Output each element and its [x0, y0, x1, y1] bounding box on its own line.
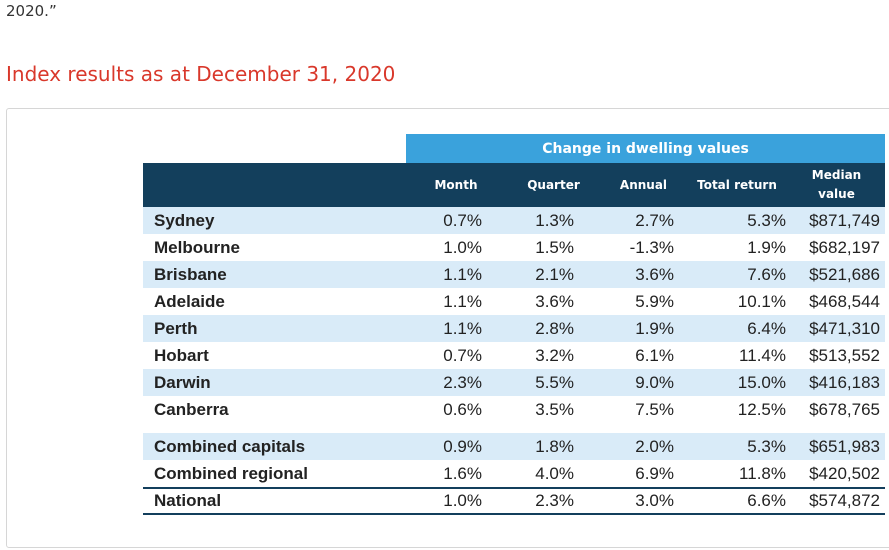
table-row: Adelaide 1.1% 3.6% 5.9% 10.1% $468,544	[143, 288, 885, 315]
cell-total-return: 10.1%	[737, 291, 786, 311]
cell-annual: -1.3%	[629, 237, 674, 257]
cell-month: 1.1%	[443, 318, 482, 338]
section-heading: Index results as at December 31, 2020	[6, 62, 396, 86]
cell-quarter: 5.5%	[535, 372, 574, 392]
header-median-value: Median value	[788, 166, 885, 204]
row-spacer	[143, 423, 885, 433]
header-month: Month	[434, 178, 478, 192]
table-row: Canberra 0.6% 3.5% 7.5% 12.5% $678,765	[143, 396, 885, 423]
row-name: Darwin	[154, 372, 211, 392]
header-quarter: Quarter	[527, 178, 580, 192]
header-annual: Annual	[619, 178, 668, 192]
cell-month: 1.0%	[443, 237, 482, 257]
cell-month: 1.1%	[443, 264, 482, 284]
table-row-national: National 1.0% 2.3% 3.0% 6.6% $574,872	[143, 487, 885, 515]
row-name: Adelaide	[154, 291, 225, 311]
row-name: Hobart	[154, 345, 209, 365]
cell-quarter: 2.1%	[535, 264, 574, 284]
row-name: Perth	[154, 318, 198, 338]
header-median-line2: value	[818, 187, 855, 201]
row-name: Sydney	[154, 210, 215, 230]
cell-month: 1.1%	[443, 291, 482, 311]
cell-median-value: $513,552	[809, 345, 880, 365]
band-title: Change in dwelling values	[406, 134, 885, 163]
cell-month: 1.6%	[443, 463, 482, 483]
cell-month: 2.3%	[443, 372, 482, 392]
cell-total-return: 5.3%	[747, 210, 786, 230]
cell-quarter: 1.5%	[535, 237, 574, 257]
table-row: Perth 1.1% 2.8% 1.9% 6.4% $471,310	[143, 315, 885, 342]
cell-median-value: $678,765	[809, 399, 880, 419]
table-row: Melbourne 1.0% 1.5% -1.3% 1.9% $682,197	[143, 234, 885, 261]
cell-total-return: 6.6%	[747, 491, 786, 510]
cell-annual: 3.6%	[635, 264, 674, 284]
cell-annual: 3.0%	[635, 491, 674, 510]
cell-total-return: 7.6%	[747, 264, 786, 284]
row-name: Brisbane	[154, 264, 227, 284]
cell-month: 1.0%	[443, 491, 482, 510]
cell-quarter: 1.8%	[535, 436, 574, 456]
cell-median-value: $574,872	[809, 491, 880, 510]
index-results-table: Change in dwelling values Month Quarter …	[143, 134, 885, 515]
cell-month: 0.7%	[443, 345, 482, 365]
table-row-combined: Combined capitals 0.9% 1.8% 2.0% 5.3% $651,98…	[143, 433, 885, 460]
cell-median-value: $416,183	[809, 372, 880, 392]
cell-median-value: $471,310	[809, 318, 880, 338]
cell-total-return: 5.3%	[747, 436, 786, 456]
cell-quarter: 3.2%	[535, 345, 574, 365]
cell-quarter: 4.0%	[535, 463, 574, 483]
cell-total-return: 12.5%	[737, 399, 786, 419]
cell-median-value: $521,686	[809, 264, 880, 284]
table-row: Darwin 2.3% 5.5% 9.0% 15.0% $416,183	[143, 369, 885, 396]
row-name: Combined regional	[154, 463, 308, 483]
cell-month: 0.6%	[443, 399, 482, 419]
cell-annual: 5.9%	[635, 291, 674, 311]
table-row: Sydney 0.7% 1.3% 2.7% 5.3% $871,749	[143, 207, 885, 234]
cell-annual: 2.0%	[635, 436, 674, 456]
row-name: Combined capitals	[154, 436, 306, 456]
table-row: Hobart 0.7% 3.2% 6.1% 11.4% $513,552	[143, 342, 885, 369]
cell-quarter: 3.5%	[535, 399, 574, 419]
cell-total-return: 1.9%	[747, 237, 786, 257]
quote-tail-text: 2020.”	[6, 2, 57, 20]
cell-median-value: $468,544	[809, 291, 880, 311]
cell-total-return: 15.0%	[737, 372, 786, 392]
cell-annual: 2.7%	[635, 210, 674, 230]
cell-quarter: 3.6%	[535, 291, 574, 311]
cell-quarter: 2.8%	[535, 318, 574, 338]
header-total-return: Total return	[697, 178, 777, 192]
cell-annual: 7.5%	[635, 399, 674, 419]
cell-month: 0.9%	[443, 436, 482, 456]
cell-annual: 6.9%	[635, 463, 674, 483]
row-name: Melbourne	[154, 237, 240, 257]
cell-quarter: 1.3%	[535, 210, 574, 230]
cell-annual: 9.0%	[635, 372, 674, 392]
cell-median-value: $682,197	[809, 237, 880, 257]
table-header-row: Month Quarter Annual Total return Median…	[143, 163, 885, 207]
cell-annual: 6.1%	[635, 345, 674, 365]
header-median-line1: Median	[811, 168, 862, 182]
row-name: Canberra	[154, 399, 229, 419]
table-row-combined: Combined regional 1.6% 4.0% 6.9% 11.8% $420,5…	[143, 460, 885, 487]
row-name: National	[154, 491, 222, 510]
table-row: Brisbane 1.1% 2.1% 3.6% 7.6% $521,686	[143, 261, 885, 288]
cell-total-return: 11.4%	[739, 345, 786, 365]
cell-total-return: 11.8%	[739, 463, 786, 483]
cell-month: 0.7%	[443, 210, 482, 230]
cell-median-value: $651,983	[809, 436, 880, 456]
cell-annual: 1.9%	[635, 318, 674, 338]
cell-median-value: $871,749	[809, 210, 880, 230]
table-body: Sydney 0.7% 1.3% 2.7% 5.3% $871,749 Melbourne 1…	[143, 207, 885, 515]
cell-total-return: 6.4%	[747, 318, 786, 338]
cell-quarter: 2.3%	[535, 491, 574, 510]
cell-median-value: $420,502	[809, 463, 880, 483]
